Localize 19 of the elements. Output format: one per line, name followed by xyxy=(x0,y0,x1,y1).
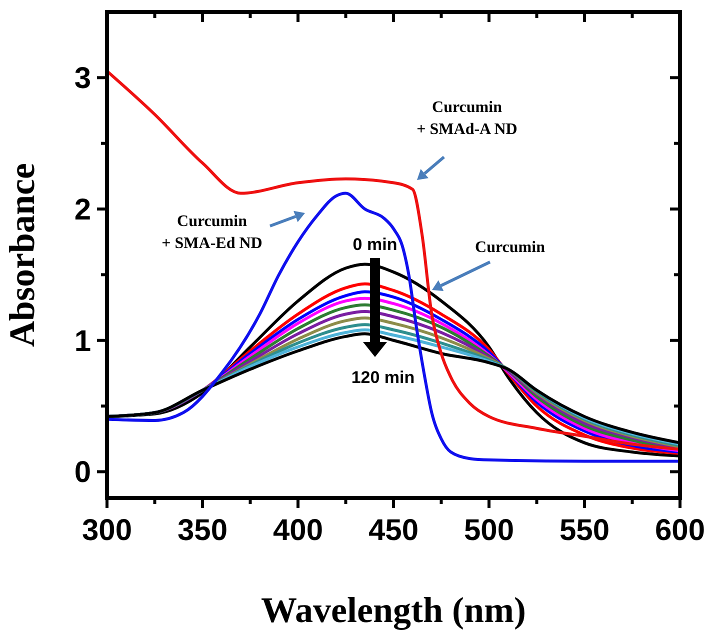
y-axis-title: Absorbance xyxy=(2,162,42,348)
y-tick-label: 3 xyxy=(74,62,91,96)
x-axis-title: Wavelength (nm) xyxy=(261,590,526,630)
y-tick-label: 0 xyxy=(74,456,91,490)
annotation: Curcumin xyxy=(475,239,546,256)
x-tick-label: 500 xyxy=(464,514,514,547)
y-tick-label: 2 xyxy=(74,194,91,227)
x-tick-label: 550 xyxy=(559,514,610,547)
y-tick-label: 1 xyxy=(74,324,91,358)
x-tick-label: 600 xyxy=(654,514,706,547)
x-tick-label: 300 xyxy=(82,514,132,547)
annotation: Curcumin + SMA-Ed ND xyxy=(162,213,262,252)
line-series xyxy=(107,192,680,463)
annotation: Curcumin + SMAd-A ND xyxy=(416,99,518,138)
x-tick-label: 450 xyxy=(368,514,419,547)
annotation: 0 min xyxy=(352,235,398,254)
annotation: 120 min xyxy=(351,368,415,387)
x-tick-label: 400 xyxy=(272,514,324,547)
x-tick-label: 350 xyxy=(177,514,228,547)
